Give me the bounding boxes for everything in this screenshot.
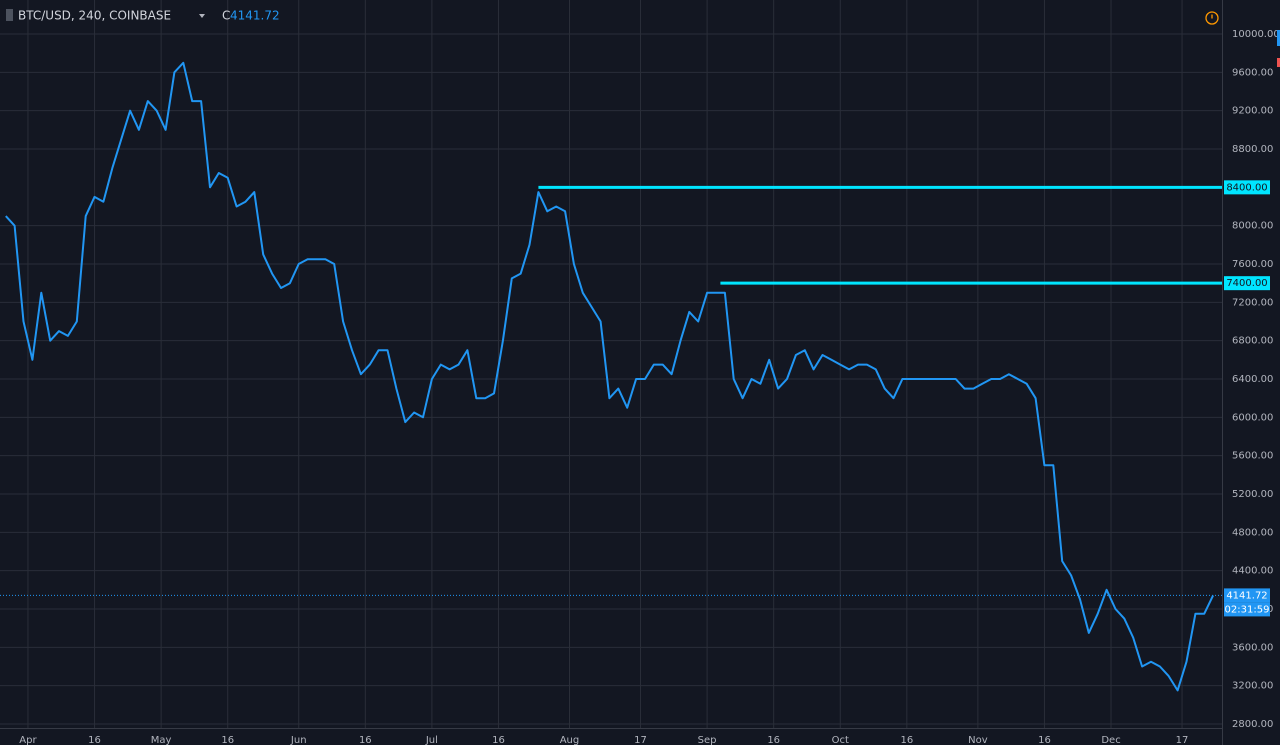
y-tick-label: 6000.00	[1232, 412, 1273, 423]
x-tick-label: 16	[767, 735, 780, 745]
x-tick-label: 16	[359, 735, 372, 745]
x-tick-label: Jul	[425, 735, 438, 745]
x-tick-label: Apr	[19, 735, 37, 745]
x-tick-label: 16	[88, 735, 101, 745]
y-tick-label: 9200.00	[1232, 106, 1273, 117]
y-tick-label: 4800.00	[1232, 527, 1273, 538]
level-tag	[1224, 180, 1270, 195]
x-tick-label: Dec	[1101, 735, 1120, 745]
close-value: 4141.72	[230, 9, 280, 23]
y-tick-label: 6400.00	[1232, 374, 1273, 385]
y-tick-label: 2800.00	[1232, 719, 1273, 730]
y-tick-label: 8800.00	[1232, 144, 1273, 155]
y-tick-label: 4400.00	[1232, 566, 1273, 577]
x-tick-label: 16	[900, 735, 913, 745]
y-tick-label: 8000.00	[1232, 221, 1273, 232]
x-tick-label: 17	[634, 735, 647, 745]
y-tick-label: 10000.00	[1232, 29, 1280, 40]
level-tag	[1224, 276, 1270, 291]
x-tick-label: Oct	[832, 735, 849, 745]
level-tag-label: 8400.00	[1226, 182, 1267, 193]
level-tag-label: 7400.00	[1226, 278, 1267, 289]
last-price-tag	[1224, 588, 1270, 603]
x-tick-label: May	[151, 735, 172, 745]
countdown-tag	[1224, 602, 1270, 617]
header-icon	[6, 9, 13, 21]
grid	[0, 0, 1222, 728]
x-tick-label: Nov	[968, 735, 988, 745]
y-tick-label: 3600.00	[1232, 642, 1273, 653]
x-tick-label: Sep	[698, 735, 717, 745]
scale-marker	[1277, 58, 1280, 67]
y-tick-label: 3200.00	[1232, 681, 1273, 692]
y-tick-label: 7200.00	[1232, 297, 1273, 308]
close-label: C	[222, 9, 230, 23]
y-tick-label: 6800.00	[1232, 336, 1273, 347]
plot	[0, 61, 1222, 692]
symbol-dropdown[interactable]	[199, 14, 205, 18]
x-tick-label: 16	[492, 735, 505, 745]
y-tick-label: 5200.00	[1232, 489, 1273, 500]
y-tick-label: 9600.00	[1232, 67, 1273, 78]
x-tick-label: Aug	[560, 735, 580, 745]
price-line	[5, 61, 1215, 692]
x-tick-label: 16	[221, 735, 234, 745]
axes: 2800.003200.003600.004000.004400.004800.…	[19, 29, 1279, 745]
y-tick-label: 7600.00	[1232, 259, 1273, 270]
warning-icon[interactable]	[1205, 11, 1219, 25]
countdown-label: 02:31:59	[1225, 604, 1270, 615]
y-tick-label: 5600.00	[1232, 451, 1273, 462]
last-price-tag-label: 4141.72	[1226, 590, 1267, 601]
x-tick-label: 17	[1176, 735, 1189, 745]
x-tick-label: 16	[1038, 735, 1051, 745]
symbol-title[interactable]: BTC/USD, 240, COINBASE	[18, 9, 171, 23]
x-tick-label: Jun	[290, 735, 307, 745]
scale-marker	[1277, 30, 1280, 46]
